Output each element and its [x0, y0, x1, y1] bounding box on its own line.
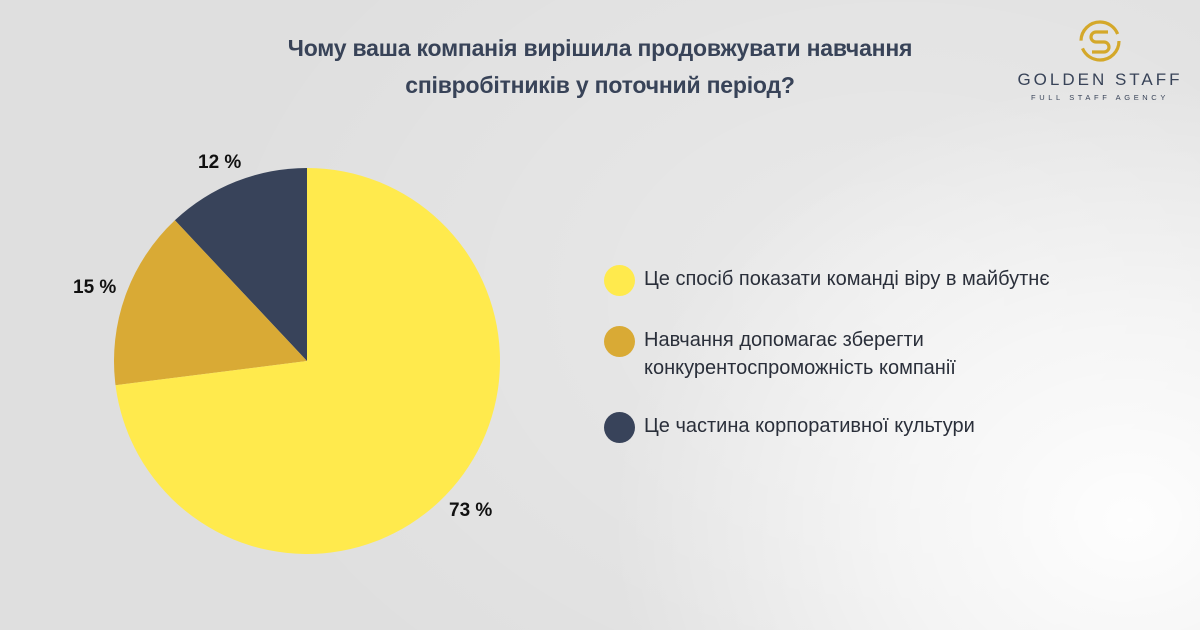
pct-label-gold: 15 %	[73, 277, 117, 298]
legend-item-future-faith: Це спосіб показати команді віру в майбут…	[604, 265, 1164, 296]
legend-label: Навчання допомагає зберегти конкурентосп…	[644, 329, 956, 379]
legend-dot-yellow-icon	[604, 265, 635, 296]
golden-staff-s-ring-icon	[1079, 20, 1121, 62]
pct-label-dark: 12 %	[198, 152, 242, 173]
chart-title-line-1: Чому ваша компанія вирішила продовжувати…	[287, 35, 913, 61]
pie-slice-dark	[174, 168, 307, 361]
legend-label: Це частина корпоративної культури	[644, 415, 975, 437]
chart-title: Чому ваша компанія вирішила продовжувати…	[200, 30, 1000, 104]
chart-legend: Це спосіб показати команді віру в майбут…	[604, 265, 1164, 443]
brand-logo: GOLDEN STAFF FULL STAFF AGENCY	[1010, 18, 1190, 102]
brand-name: GOLDEN STAFF	[1017, 70, 1183, 89]
pie-slice-yellow	[115, 168, 500, 554]
pie-chart	[113, 168, 500, 554]
pct-label-yellow: 73 %	[449, 500, 493, 521]
legend-item-corporate-culture: Це частина корпоративної культури	[604, 412, 1164, 443]
legend-dot-gold-icon	[604, 326, 635, 357]
legend-item-competitiveness: Навчання допомагає зберегти конкурентосп…	[604, 326, 1164, 382]
brand-tagline: FULL STAFF AGENCY	[1031, 93, 1169, 102]
legend-dot-dark-icon	[604, 412, 635, 443]
pie-slice-gold	[113, 220, 307, 386]
chart-title-line-2: співробітників у поточний період?	[405, 72, 795, 98]
legend-label: Це спосіб показати команді віру в майбут…	[644, 268, 1050, 290]
